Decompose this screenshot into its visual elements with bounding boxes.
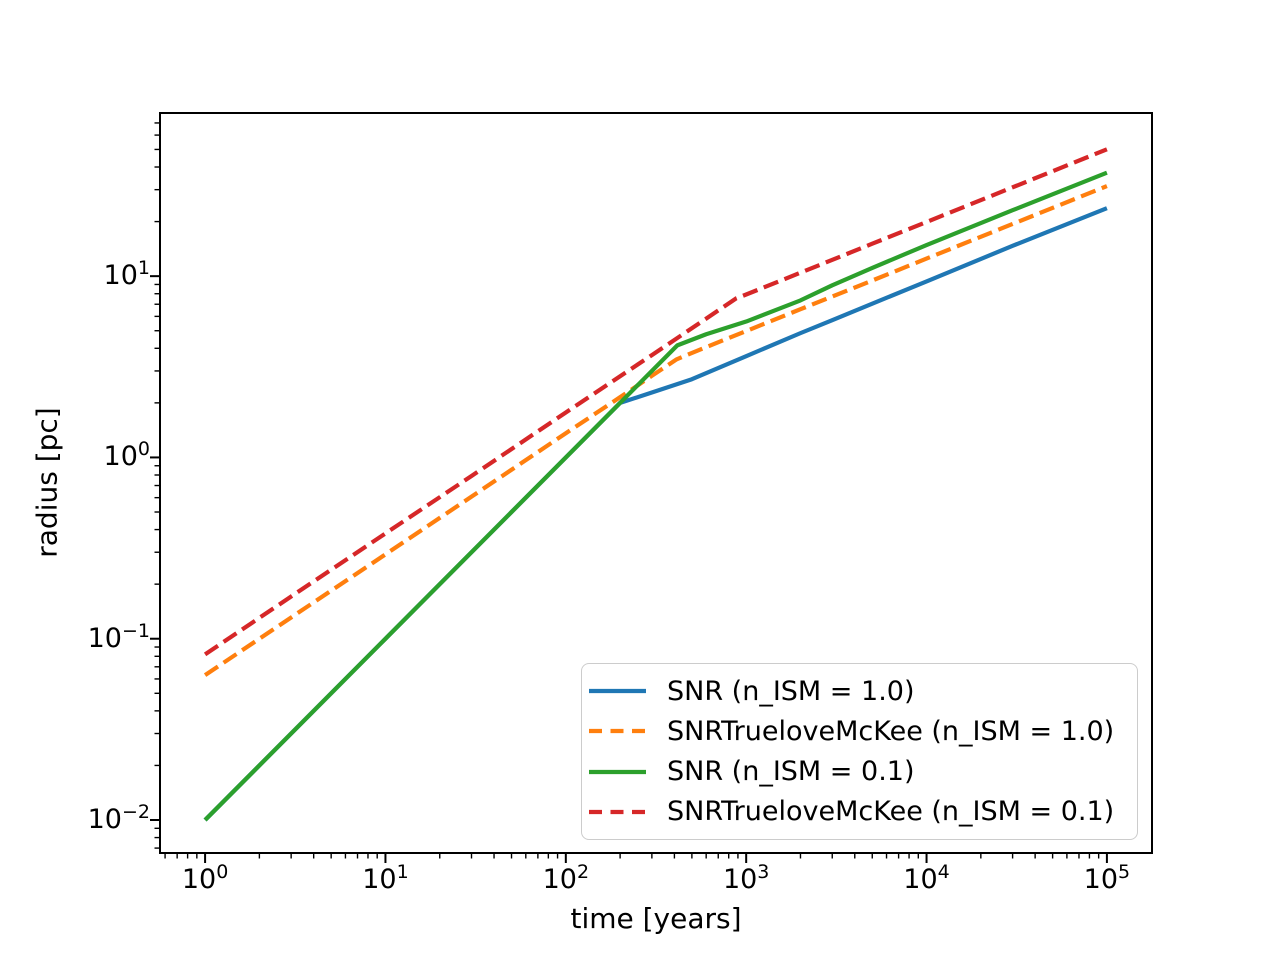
tick-mantissa: 10 <box>722 864 758 895</box>
tick-mantissa: 10 <box>903 864 938 895</box>
legend-item: SNR (n_ISM = 0.1) <box>589 752 1127 792</box>
legend-item: SNRTrueloveMcKee (n_ISM = 0.1) <box>589 792 1127 832</box>
legend-label: SNRTrueloveMcKee (n_ISM = 1.0) <box>667 715 1115 747</box>
tick-exponent: 1 <box>396 861 409 883</box>
tick-mantissa: 10 <box>103 441 138 473</box>
legend-line-sample <box>589 769 646 774</box>
y-axis-label: radius [pc] <box>30 407 64 558</box>
x-tick-label: 104 <box>877 861 977 898</box>
tick-exponent: 0 <box>137 438 150 461</box>
tick-exponent: 3 <box>757 861 770 883</box>
tick-mantissa: 10 <box>87 804 122 835</box>
tick-exponent: −2 <box>121 801 150 823</box>
tick-exponent: 5 <box>1118 861 1131 883</box>
y-tick-label: 101 <box>60 257 150 294</box>
legend-item: SNRTrueloveMcKee (n_ISM = 1.0) <box>589 711 1127 751</box>
x-tick-label: 100 <box>155 861 255 898</box>
y-tick-label: 10−1 <box>60 619 150 657</box>
legend-label: SNR (n_ISM = 1.0) <box>667 675 915 707</box>
axes-frame <box>159 112 1153 854</box>
y-tick-label: 100 <box>60 438 150 475</box>
x-tick-label: 105 <box>1057 861 1157 898</box>
legend-item: SNR (n_ISM = 1.0) <box>589 671 1127 711</box>
tick-exponent: −1 <box>121 619 150 642</box>
tick-mantissa: 10 <box>362 864 397 895</box>
tick-mantissa: 10 <box>87 622 122 654</box>
line-snrtruelovemckee-n-ism-0-1 <box>203 147 1108 657</box>
x-tick-label: 103 <box>696 861 796 898</box>
tick-mantissa: 10 <box>542 864 577 895</box>
x-tick-label: 102 <box>516 861 616 898</box>
legend-line-sample <box>589 729 646 734</box>
tick-mantissa: 10 <box>1083 864 1119 895</box>
legend-label: SNR (n_ISM = 0.1) <box>667 756 915 788</box>
tick-exponent: 2 <box>576 861 590 883</box>
tick-exponent: 4 <box>937 861 950 883</box>
tick-exponent: 1 <box>137 257 150 280</box>
x-tick-label: 101 <box>335 861 435 898</box>
y-tick-label: 10−2 <box>60 801 150 838</box>
legend-line-sample <box>589 689 646 694</box>
legend: SNR (n_ISM = 1.0) SNRTrueloveMcKee (n_ISM… <box>581 663 1138 840</box>
x-axis-label: time [years] <box>570 902 742 935</box>
line-snr-n-ism-0-1 <box>203 170 1108 822</box>
line-snrtruelovemckee-n-ism-1-0 <box>203 184 1108 677</box>
tick-mantissa: 10 <box>103 260 138 292</box>
legend-label: SNRTrueloveMcKee (n_ISM = 0.1) <box>667 796 1115 828</box>
tick-mantissa: 10 <box>181 864 217 895</box>
legend-line-sample <box>589 809 646 814</box>
tick-exponent: 0 <box>216 861 229 883</box>
